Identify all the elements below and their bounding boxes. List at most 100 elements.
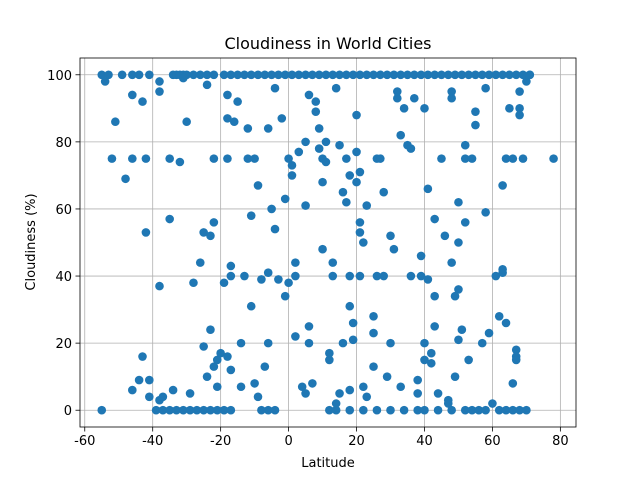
point xyxy=(460,154,470,163)
point xyxy=(430,214,439,224)
point xyxy=(209,362,219,371)
point xyxy=(359,405,368,415)
point xyxy=(189,70,198,80)
point xyxy=(420,405,429,415)
point xyxy=(440,231,450,241)
point xyxy=(426,358,436,368)
point xyxy=(274,70,283,80)
y-tick-label: 40 xyxy=(55,270,72,285)
point xyxy=(145,375,154,385)
point xyxy=(280,70,290,80)
point xyxy=(270,83,280,93)
point xyxy=(437,70,446,80)
point xyxy=(352,110,361,120)
point xyxy=(522,405,531,415)
point xyxy=(202,80,212,90)
x-tick-label: 0 xyxy=(284,434,292,449)
point xyxy=(141,154,151,163)
point xyxy=(406,144,416,153)
point xyxy=(369,328,378,338)
point xyxy=(206,325,215,335)
point xyxy=(447,87,456,96)
point xyxy=(263,405,273,415)
point xyxy=(240,70,249,80)
point xyxy=(199,342,208,351)
point xyxy=(219,405,229,415)
point xyxy=(226,365,236,375)
point xyxy=(474,405,484,415)
point xyxy=(416,251,426,261)
point xyxy=(498,70,507,80)
point xyxy=(369,362,378,371)
point xyxy=(342,197,351,207)
point xyxy=(314,124,324,133)
point xyxy=(393,87,402,96)
point xyxy=(498,181,507,190)
point xyxy=(318,177,327,187)
point xyxy=(355,167,365,177)
point xyxy=(226,271,236,281)
point xyxy=(413,389,422,398)
point xyxy=(430,322,439,331)
point xyxy=(342,154,351,163)
point xyxy=(376,154,385,163)
point xyxy=(331,83,341,93)
point xyxy=(460,405,470,415)
point xyxy=(121,174,130,184)
point xyxy=(501,405,511,415)
point xyxy=(491,70,501,80)
point xyxy=(250,154,259,163)
point xyxy=(263,338,273,348)
point xyxy=(348,318,358,328)
point xyxy=(195,70,205,80)
point xyxy=(525,70,535,80)
point xyxy=(423,184,433,194)
point xyxy=(104,70,113,80)
point xyxy=(209,218,219,227)
point xyxy=(549,154,558,163)
point xyxy=(423,70,433,80)
point xyxy=(287,171,297,180)
point xyxy=(134,375,144,385)
point xyxy=(263,268,273,277)
point xyxy=(355,271,365,281)
point xyxy=(155,77,164,86)
point xyxy=(396,70,406,80)
point xyxy=(477,70,487,80)
point xyxy=(325,405,334,415)
point xyxy=(464,355,473,365)
point xyxy=(253,70,263,80)
point xyxy=(494,405,504,415)
point xyxy=(321,157,331,167)
point xyxy=(257,405,266,415)
point xyxy=(488,399,497,408)
point xyxy=(505,70,514,80)
point xyxy=(172,405,181,415)
x-tick-label: 60 xyxy=(484,434,501,449)
point xyxy=(134,70,144,80)
point xyxy=(236,338,246,348)
point xyxy=(515,104,524,113)
point xyxy=(447,405,456,415)
point xyxy=(209,154,219,163)
point xyxy=(331,405,341,415)
point xyxy=(362,392,372,402)
point xyxy=(240,271,249,281)
point xyxy=(291,258,300,267)
point xyxy=(352,147,361,157)
point xyxy=(318,244,327,254)
point xyxy=(396,130,406,140)
point xyxy=(301,201,310,210)
point xyxy=(505,104,514,113)
point xyxy=(216,348,225,358)
point xyxy=(304,90,314,100)
y-tick-label: 0 xyxy=(64,404,72,419)
point xyxy=(477,338,487,348)
point xyxy=(437,154,446,163)
point xyxy=(379,271,389,281)
point xyxy=(426,348,436,358)
point xyxy=(223,90,232,100)
point xyxy=(294,70,304,80)
point xyxy=(345,171,355,180)
point xyxy=(97,405,107,415)
